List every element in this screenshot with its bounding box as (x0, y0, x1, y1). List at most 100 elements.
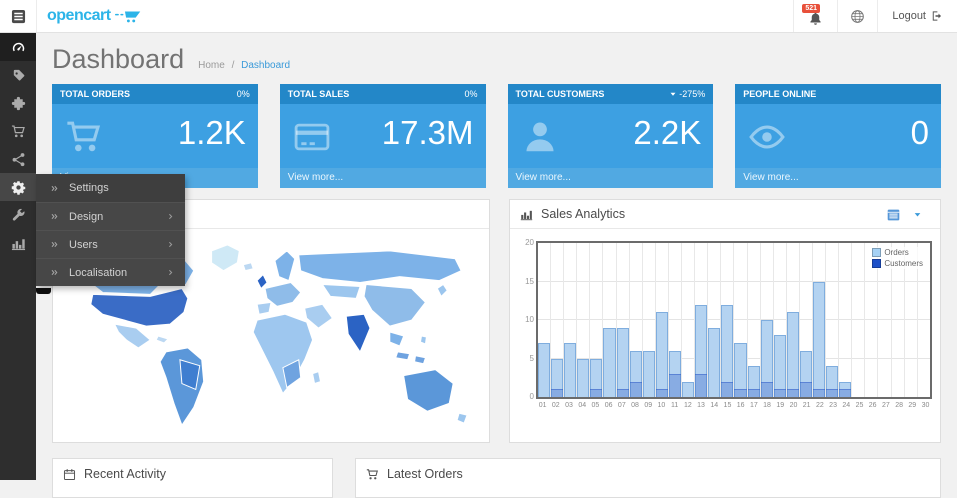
orders-bar (642, 350, 655, 397)
sidebar-item-system[interactable] (0, 173, 36, 201)
sidebar-item-dashboard[interactable] (0, 33, 36, 61)
tile-value: 17.3M (381, 114, 474, 151)
map-region-caribbean (155, 335, 169, 344)
angle-right-icon (166, 240, 175, 249)
map-region-europe (264, 281, 302, 307)
orders-bar (747, 366, 760, 397)
tile-percent: 0% (464, 89, 478, 99)
gauge-icon (11, 40, 26, 55)
orders-bar (655, 312, 668, 397)
map-region-russia (298, 250, 462, 284)
chart-x-tick-label: 12 (683, 402, 692, 409)
calendar-icon (63, 468, 76, 481)
menu-icon (11, 9, 26, 24)
tag-icon (11, 68, 26, 83)
sidebar-item-reports[interactable] (0, 229, 36, 257)
flyout-item-settings[interactable]: Settings (36, 174, 185, 202)
tile-body: 1.2K (52, 104, 258, 168)
stat-tile-total-customers: TOTAL CUSTOMERS -275% 2.2K View more... (507, 84, 714, 188)
flyout-item-design[interactable]: Design (36, 202, 185, 230)
system-flyout-menu: Settings Design Users Localisation (36, 174, 185, 286)
angles-right-icon (50, 268, 59, 277)
sidebar-item-sales[interactable] (0, 117, 36, 145)
flyout-item-label: Localisation (69, 266, 128, 279)
tile-header: TOTAL SALES 0% (279, 84, 486, 104)
cart-icon (366, 468, 379, 481)
chart-x-tick-label: 17 (749, 402, 758, 409)
sidebar-item-extensions[interactable] (0, 89, 36, 117)
menu-toggle-button[interactable] (0, 0, 37, 32)
breadcrumb-current-link[interactable]: Dashboard (241, 60, 291, 71)
orders-bar (773, 335, 786, 397)
sidebar-item-marketing[interactable] (0, 145, 36, 173)
chart-x-tick-label: 28 (895, 402, 903, 409)
latest-orders-title: Latest Orders (387, 467, 463, 481)
calendar-icon (886, 207, 901, 222)
flyout-item-users[interactable]: Users (36, 230, 185, 258)
wrench-icon (11, 208, 26, 223)
eye-icon (748, 118, 786, 156)
chart-y-tick-label: 20 (525, 238, 534, 247)
breadcrumb: Home / Dashboard (198, 60, 290, 71)
page-header: Dashboard Home / Dashboard (36, 33, 957, 84)
chart-legend: Orders Customers (870, 247, 925, 269)
customers-bar (747, 389, 760, 397)
sidebar-item-catalog[interactable] (0, 61, 36, 89)
orders-bar (590, 358, 603, 397)
orders-bar (760, 320, 773, 397)
notifications-button[interactable]: 521 (793, 0, 837, 32)
customers-bar (721, 381, 734, 397)
map-region-philippines (419, 335, 427, 345)
legend-item-orders: Orders (872, 248, 923, 257)
customers-bar (734, 389, 747, 397)
tile-view-more-link[interactable]: View more... (735, 168, 941, 188)
angles-right-icon (50, 184, 59, 193)
breadcrumb-home-link[interactable]: Home (198, 60, 225, 71)
chart-day-slot-10 (655, 243, 669, 397)
sign-out-icon (931, 10, 943, 22)
chart-day-slot-22 (812, 243, 827, 397)
chart-x-tick-label: 07 (617, 402, 626, 409)
breadcrumb-separator: / (231, 60, 235, 71)
logout-button[interactable]: Logout (877, 0, 957, 32)
chart-day-slot-04 (577, 243, 591, 397)
orders-bar (786, 312, 799, 397)
chart-x-tick-label: 25 (855, 402, 864, 409)
chart-y-tick-label: 15 (525, 276, 534, 286)
chart-x-tick-label: 23 (829, 402, 837, 409)
opencart-logo[interactable]: opencart (47, 7, 141, 25)
flyout-item-localisation[interactable]: Localisation (36, 258, 185, 286)
chart-x-tick-label: 13 (697, 402, 705, 409)
chart-day-slot-27 (878, 243, 892, 397)
topbar-actions: 521 Logout (793, 0, 957, 32)
orders-bar (564, 343, 577, 397)
orders-bar (695, 304, 708, 397)
recent-activity-title: Recent Activity (84, 467, 166, 481)
customers-bar (799, 381, 812, 397)
customers-bar (786, 389, 799, 397)
customers-bar (839, 389, 852, 397)
chart-day-slot-06 (603, 243, 617, 397)
tile-title: TOTAL SALES (287, 89, 350, 99)
chart-day-slot-26 (865, 243, 879, 397)
chart-x-tick-label: 19 (776, 402, 785, 409)
chart-range-dropdown[interactable] (886, 207, 930, 222)
flyout-item-label: Settings (69, 182, 109, 194)
chart-y-tick-label: 0 (529, 392, 534, 401)
share-icon (11, 152, 26, 167)
chart-x-axis-labels: 01 02 03 04 05 06 07 08 09 10 11 12 13 14 15 16 17 18 19 20… (536, 402, 932, 409)
map-region-new-zealand (456, 412, 468, 424)
tile-view-more-link[interactable]: View more... (507, 168, 714, 188)
chart-day-slot-23 (826, 243, 840, 397)
tile-view-more-link[interactable]: View more... (279, 168, 486, 188)
map-region-africa (252, 313, 314, 395)
tile-header: TOTAL CUSTOMERS -275% (507, 84, 714, 104)
orders-bar (551, 358, 564, 397)
customers-bar (551, 389, 564, 397)
store-front-button[interactable] (837, 0, 877, 32)
sidebar-item-tools[interactable] (0, 201, 36, 229)
chart-x-tick-label: 22 (815, 402, 824, 409)
legend-item-customers: Customers (872, 259, 923, 268)
